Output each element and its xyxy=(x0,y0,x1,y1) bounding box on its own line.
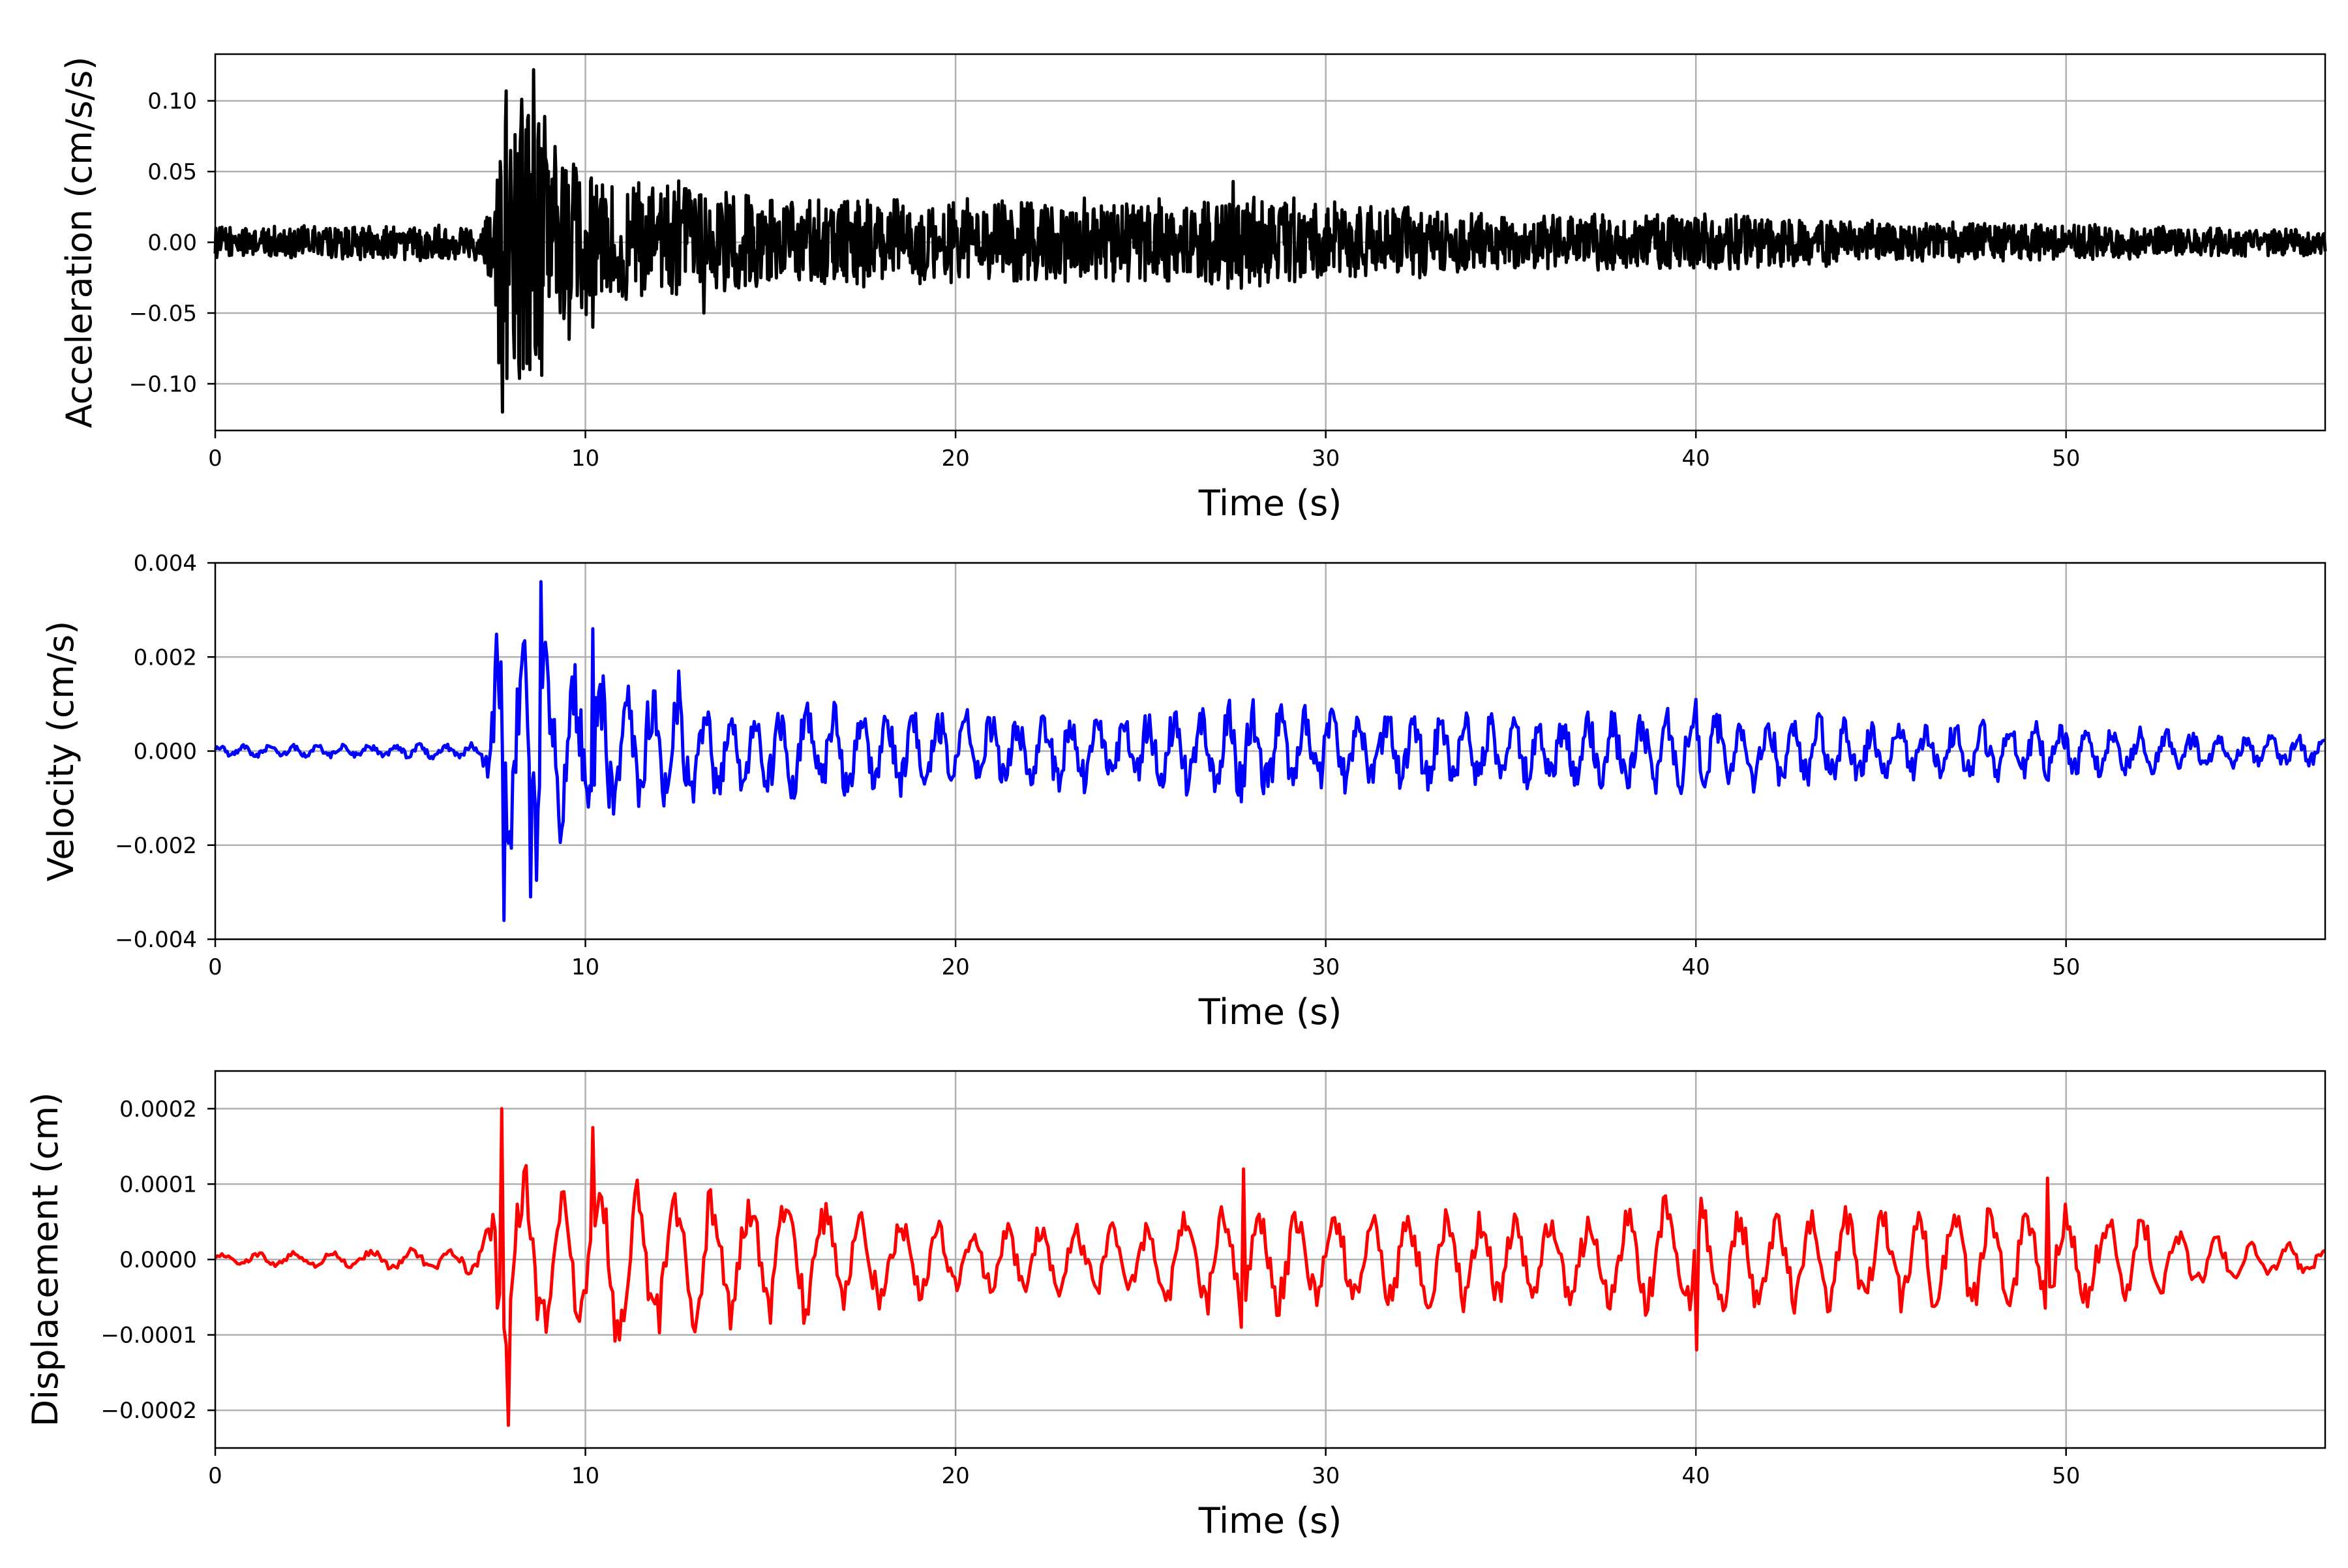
acceleration-x-tick-label: 10 xyxy=(571,445,599,472)
velocity-x-tick-label: 20 xyxy=(941,954,969,980)
velocity-x-ticks: 0 10 20 30 40 50 xyxy=(208,939,2080,980)
displacement-y-tick-label: −0.0002 xyxy=(101,1398,197,1424)
displacement-y-axis-title: Displacement (cm) xyxy=(25,1093,66,1427)
acceleration-panel: 0 10 20 30 40 50 −0.10 −0.05 0.00 0.05 0.10 Time … xyxy=(59,53,2327,524)
acceleration-x-ticks: 0 10 20 30 40 50 xyxy=(208,430,2080,472)
displacement-y-tick-label: 0.0001 xyxy=(119,1171,197,1198)
velocity-x-tick-label: 10 xyxy=(571,954,599,980)
velocity-panel: 0 10 20 30 40 50 −0.004−0.0020.0000.0020.004 … xyxy=(40,550,2326,1033)
displacement-y-ticks: −0.0002 −0.0001 0.0000 0.0001 0.0002 xyxy=(101,1096,215,1424)
velocity-x-axis-title: Time (s) xyxy=(1198,991,1342,1033)
velocity-y-tick-label: −0.002 xyxy=(115,833,197,859)
acceleration-x-tick-label: 40 xyxy=(1682,445,1710,472)
displacement-x-axis-title: Time (s) xyxy=(1198,1500,1342,1541)
velocity-y-axis-title: Velocity (cm/s) xyxy=(40,621,82,882)
velocity-series-line xyxy=(213,580,2326,922)
acceleration-x-tick-label: 0 xyxy=(208,445,222,472)
velocity-x-tick-label: 30 xyxy=(1312,954,1340,980)
velocity-y-tick-label: 0.004 xyxy=(134,550,197,577)
displacement-x-tick-label: 10 xyxy=(571,1463,599,1489)
acceleration-x-tick-label: 30 xyxy=(1312,445,1340,472)
displacement-y-tick-label: 0.0000 xyxy=(119,1247,197,1273)
displacement-x-tick-label: 50 xyxy=(2052,1463,2080,1489)
acceleration-x-axis-title: Time (s) xyxy=(1198,483,1342,524)
displacement-series-line xyxy=(214,1107,2326,1427)
acceleration-y-tick-label: −0.10 xyxy=(129,371,197,397)
velocity-x-tick-label: 40 xyxy=(1682,954,1710,980)
velocity-y-tick-label: 0.000 xyxy=(134,739,197,765)
displacement-x-tick-label: 0 xyxy=(208,1463,222,1489)
acceleration-y-ticks: −0.10 −0.05 0.00 0.05 0.10 xyxy=(129,89,215,397)
acceleration-y-axis-title: Acceleration (cm/s/s) xyxy=(59,57,100,429)
acceleration-x-tick-label: 20 xyxy=(941,445,969,472)
acceleration-y-tick-label: 0.05 xyxy=(147,159,197,185)
velocity-x-tick-label: 0 xyxy=(208,954,222,980)
acceleration-y-tick-label: 0.00 xyxy=(147,230,197,256)
velocity-y-ticks: −0.004 −0.002 0.000 0.002 0.004 xyxy=(115,550,215,953)
displacement-panel: 0 10 20 30 40 50 −0.0002 −0.0001 0.0000 0.0001 0.… xyxy=(25,1070,2326,1541)
acceleration-y-tick-label: −0.05 xyxy=(129,301,197,327)
acceleration-x-tick-label: 50 xyxy=(2052,445,2080,472)
acceleration-y-tick-label: 0.10 xyxy=(147,89,197,115)
velocity-x-tick-label: 50 xyxy=(2052,954,2080,980)
displacement-y-tick-label: −0.0001 xyxy=(101,1323,197,1349)
displacement-x-tick-label: 40 xyxy=(1682,1463,1710,1489)
acceleration-series-line xyxy=(213,68,2327,414)
displacement-x-tick-label: 20 xyxy=(941,1463,969,1489)
velocity-y-tick-label: −0.004 xyxy=(115,927,197,953)
velocity-y-tick-label: 0.002 xyxy=(134,644,197,671)
displacement-y-tick-label: 0.0002 xyxy=(119,1096,197,1123)
displacement-x-tick-label: 30 xyxy=(1312,1463,1340,1489)
displacement-x-ticks: 0 10 20 30 40 50 xyxy=(208,1448,2080,1489)
